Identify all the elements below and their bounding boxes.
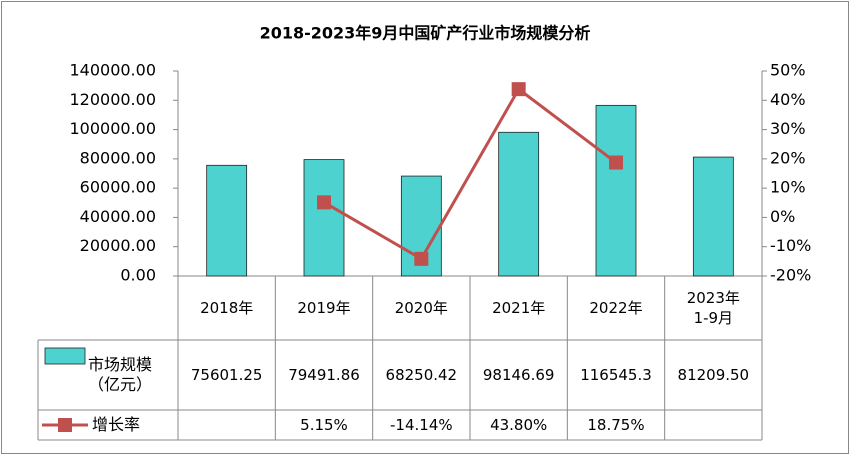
table-value: -14.14% bbox=[390, 416, 453, 434]
y-tick-label: 40000.00 bbox=[80, 207, 156, 226]
y2-tick-label: 20% bbox=[770, 148, 806, 167]
x-tick-label: 2019年 bbox=[297, 299, 351, 317]
marker bbox=[414, 251, 429, 266]
y-tick-label: 60000.00 bbox=[80, 178, 156, 197]
x-tick-label: 2021年 bbox=[492, 299, 546, 317]
table-value: 79491.86 bbox=[288, 366, 360, 384]
marker bbox=[609, 155, 623, 170]
y2-tick-label: 10% bbox=[770, 178, 806, 197]
table-value: 116545.3 bbox=[580, 366, 652, 384]
y-tick-label: 100000.00 bbox=[69, 119, 156, 138]
legend-label: 市场规模 （亿元） bbox=[88, 355, 153, 394]
table-value: 81209.50 bbox=[677, 366, 750, 384]
y2-tick-label: 30% bbox=[770, 119, 806, 138]
bar bbox=[206, 164, 248, 277]
bar bbox=[595, 104, 637, 277]
y2-tick-label: -20% bbox=[770, 266, 811, 285]
table-value: 18.75% bbox=[587, 416, 645, 434]
legend-label: 增长率 bbox=[92, 415, 141, 434]
marker bbox=[317, 195, 331, 210]
marker bbox=[511, 82, 526, 97]
y-tick-label: 0.00 bbox=[120, 266, 156, 285]
x-tick-label: 2023年 1-9月 bbox=[686, 289, 740, 327]
line bbox=[323, 86, 617, 261]
bar bbox=[303, 159, 345, 277]
legend-swatch bbox=[44, 347, 86, 365]
y2-tick-label: 0% bbox=[770, 207, 795, 226]
x-tick-label: 2022年 bbox=[589, 299, 643, 317]
y-tick-label: 80000.00 bbox=[80, 148, 156, 167]
legend-marker bbox=[58, 418, 72, 432]
y-tick-label: 20000.00 bbox=[80, 236, 156, 255]
table-value: 5.15% bbox=[300, 416, 348, 434]
x-tick-label: 2020年 bbox=[394, 299, 448, 317]
bar bbox=[498, 131, 540, 277]
table-value: 68250.42 bbox=[385, 366, 458, 384]
y2-tick-label: 40% bbox=[770, 90, 806, 109]
x-tick-label: 2018年 bbox=[200, 299, 254, 317]
y2-tick-label: 50% bbox=[770, 61, 806, 80]
chart-title: 2018-2023年9月中国矿产行业市场规模分析 bbox=[260, 24, 591, 43]
y-tick-label: 120000.00 bbox=[69, 90, 156, 109]
y-tick-label: 140000.00 bbox=[69, 61, 156, 80]
bar bbox=[692, 156, 734, 277]
table-value: 75601.25 bbox=[190, 366, 263, 384]
table-value: 98146.69 bbox=[482, 366, 555, 384]
table-value: 43.80% bbox=[490, 416, 548, 434]
y2-tick-label: -10% bbox=[770, 236, 811, 255]
